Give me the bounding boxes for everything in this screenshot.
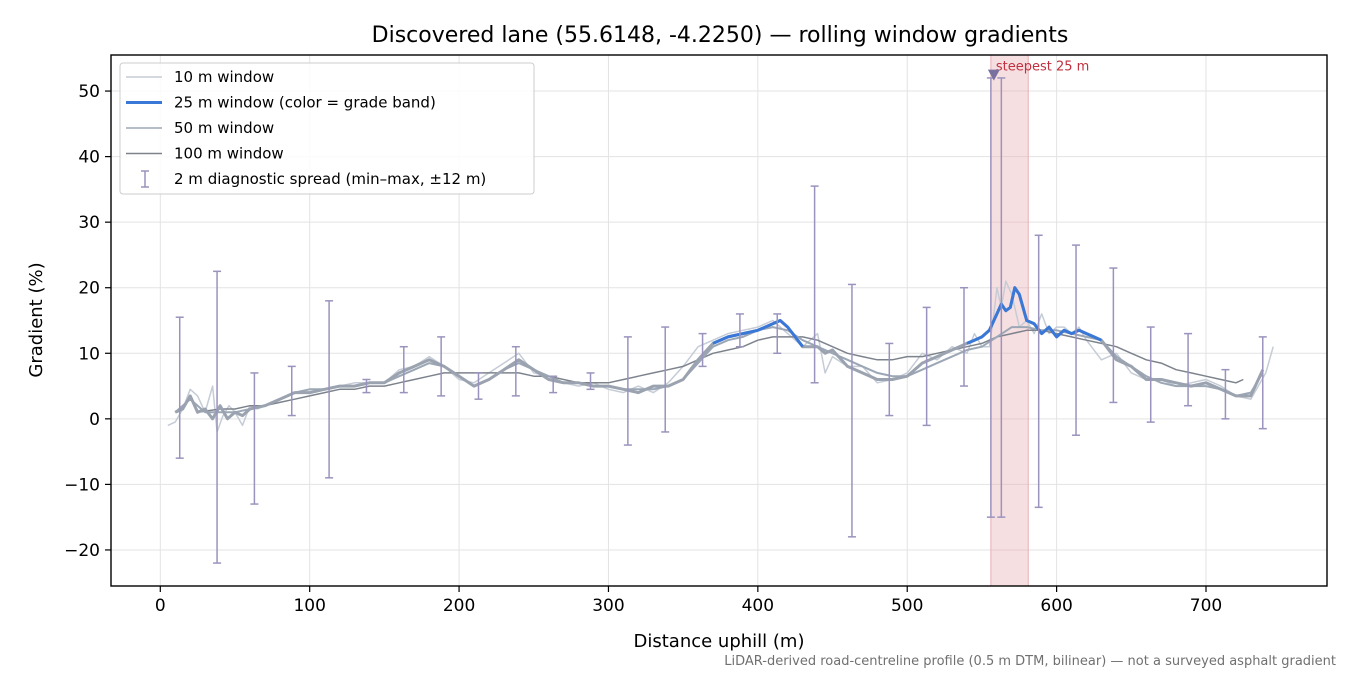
steepest-25m-band: [990, 54, 1029, 587]
chart-title: Discovered lane (55.6148, -4.2250) — rol…: [372, 23, 1069, 48]
series-layer: [167, 280, 1274, 433]
annotation-layer: steepest 25 m: [987, 60, 1089, 81]
footnote: LiDAR-derived road-centreline profile (0…: [724, 654, 1336, 669]
legend-label: 50 m window: [174, 119, 274, 137]
series-10m-window: [167, 280, 1274, 433]
y-tick-label: −20: [64, 541, 100, 561]
legend-frame: [119, 62, 535, 195]
legend-label: 2 m diagnostic spread (min–max, ±12 m): [174, 170, 486, 188]
chart-title-group: Discovered lane (55.6148, -4.2250) — rol…: [372, 23, 1069, 48]
x-tick-label: 100: [293, 596, 325, 616]
grid-lines: [111, 55, 1327, 586]
steepest-annotation: steepest 25 m: [996, 60, 1089, 75]
y-tick-label: 40: [78, 148, 100, 168]
axis-ticks: 0 100 200 300 400 500 600 700 −20 −10 0 10 20 30 40 50: [64, 82, 1222, 616]
x-tick-label: 200: [443, 596, 475, 616]
steepest-band-layer: [990, 54, 1029, 587]
x-tick-label: 600: [1040, 596, 1072, 616]
x-axis-label: Distance uphill (m): [634, 631, 805, 652]
spread-layer: [175, 77, 1267, 564]
legend-label: 25 m window (color = grade band): [174, 94, 436, 112]
y-tick-label: 20: [78, 279, 100, 299]
y-axis-label: Gradient (%): [26, 262, 47, 377]
legend: 10 m window 25 m window (color = grade ba…: [119, 62, 535, 195]
y-tick-label: −10: [64, 475, 100, 495]
series-25m-steep-segment: [712, 319, 804, 348]
y-tick-label: 30: [78, 213, 100, 233]
x-tick-label: 700: [1190, 596, 1222, 616]
x-tick-label: 0: [155, 596, 166, 616]
y-tick-label: 50: [78, 82, 100, 102]
x-tick-label: 400: [742, 596, 774, 616]
x-tick-label: 500: [891, 596, 923, 616]
y-tick-label: 0: [89, 410, 100, 430]
steepest-marker: [987, 69, 1000, 81]
legend-label: 100 m window: [174, 145, 284, 163]
plot-frame: [110, 54, 1328, 587]
x-tick-label: 300: [592, 596, 624, 616]
legend-label: 10 m window: [174, 68, 274, 86]
y-tick-label: 10: [78, 344, 100, 364]
